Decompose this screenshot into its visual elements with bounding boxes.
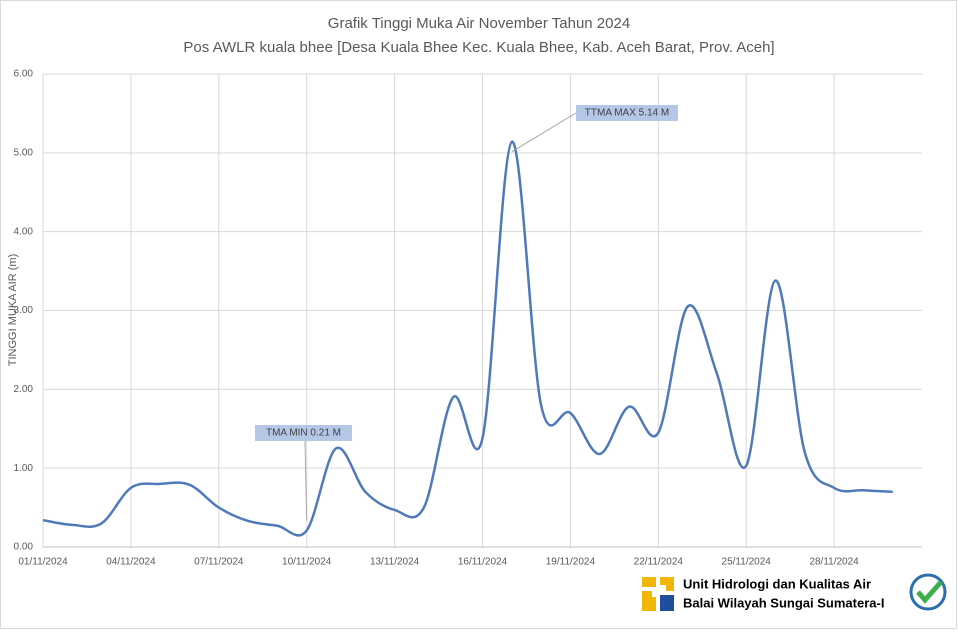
- x-tick-label: 13/11/2024: [370, 557, 420, 568]
- annotation-text: TTMA MAX 5.14 M: [585, 108, 669, 119]
- y-tick-label: 6.00: [14, 69, 34, 80]
- x-tick-label: 19/11/2024: [546, 557, 596, 568]
- series-line: [42, 140, 893, 537]
- x-tick-label: 25/11/2024: [722, 557, 772, 568]
- annotation-box: [255, 425, 352, 441]
- x-tick-label: 07/11/2024: [194, 557, 244, 568]
- x-tick-label: 28/11/2024: [809, 557, 859, 568]
- footer-line2: Balai Wilayah Sungai Sumatera-I: [683, 595, 884, 610]
- x-tick-label: 16/11/2024: [458, 557, 508, 568]
- y-tick-label: 1.00: [14, 463, 34, 474]
- badge-check: [916, 580, 943, 604]
- logo-blue: [660, 595, 674, 611]
- x-tick-label: 01/11/2024: [18, 557, 68, 568]
- chart-title: Grafik Tinggi Muka Air November Tahun 20…: [328, 15, 630, 32]
- y-tick-label: 4.00: [14, 226, 34, 237]
- annotation-box: [576, 105, 678, 121]
- footer-line1: Unit Hidrologi dan Kualitas Air: [683, 576, 871, 591]
- x-tick-label: 10/11/2024: [282, 557, 332, 568]
- annotation-text: TMA MIN 0.21 M: [266, 428, 341, 439]
- y-tick-label: 3.00: [14, 305, 34, 316]
- badge-ring: [909, 573, 947, 611]
- annotation-leader: [304, 440, 308, 521]
- chart-subtitle: Pos AWLR kuala bhee [Desa Kuala Bhee Kec…: [183, 39, 774, 56]
- y-tick-label: 2.00: [14, 384, 34, 395]
- y-tick-label: 5.00: [14, 147, 34, 158]
- y-axis-label: TINGGI MUKA AIR (m): [7, 254, 19, 366]
- annotation-leader: [511, 112, 577, 153]
- certified-badge: [909, 573, 947, 611]
- logo-yellow: [642, 577, 674, 611]
- logo: [640, 575, 676, 613]
- x-tick-label: 04/11/2024: [106, 557, 156, 568]
- x-tick-label: 22/11/2024: [634, 557, 684, 568]
- y-tick-label: 0.00: [14, 542, 34, 553]
